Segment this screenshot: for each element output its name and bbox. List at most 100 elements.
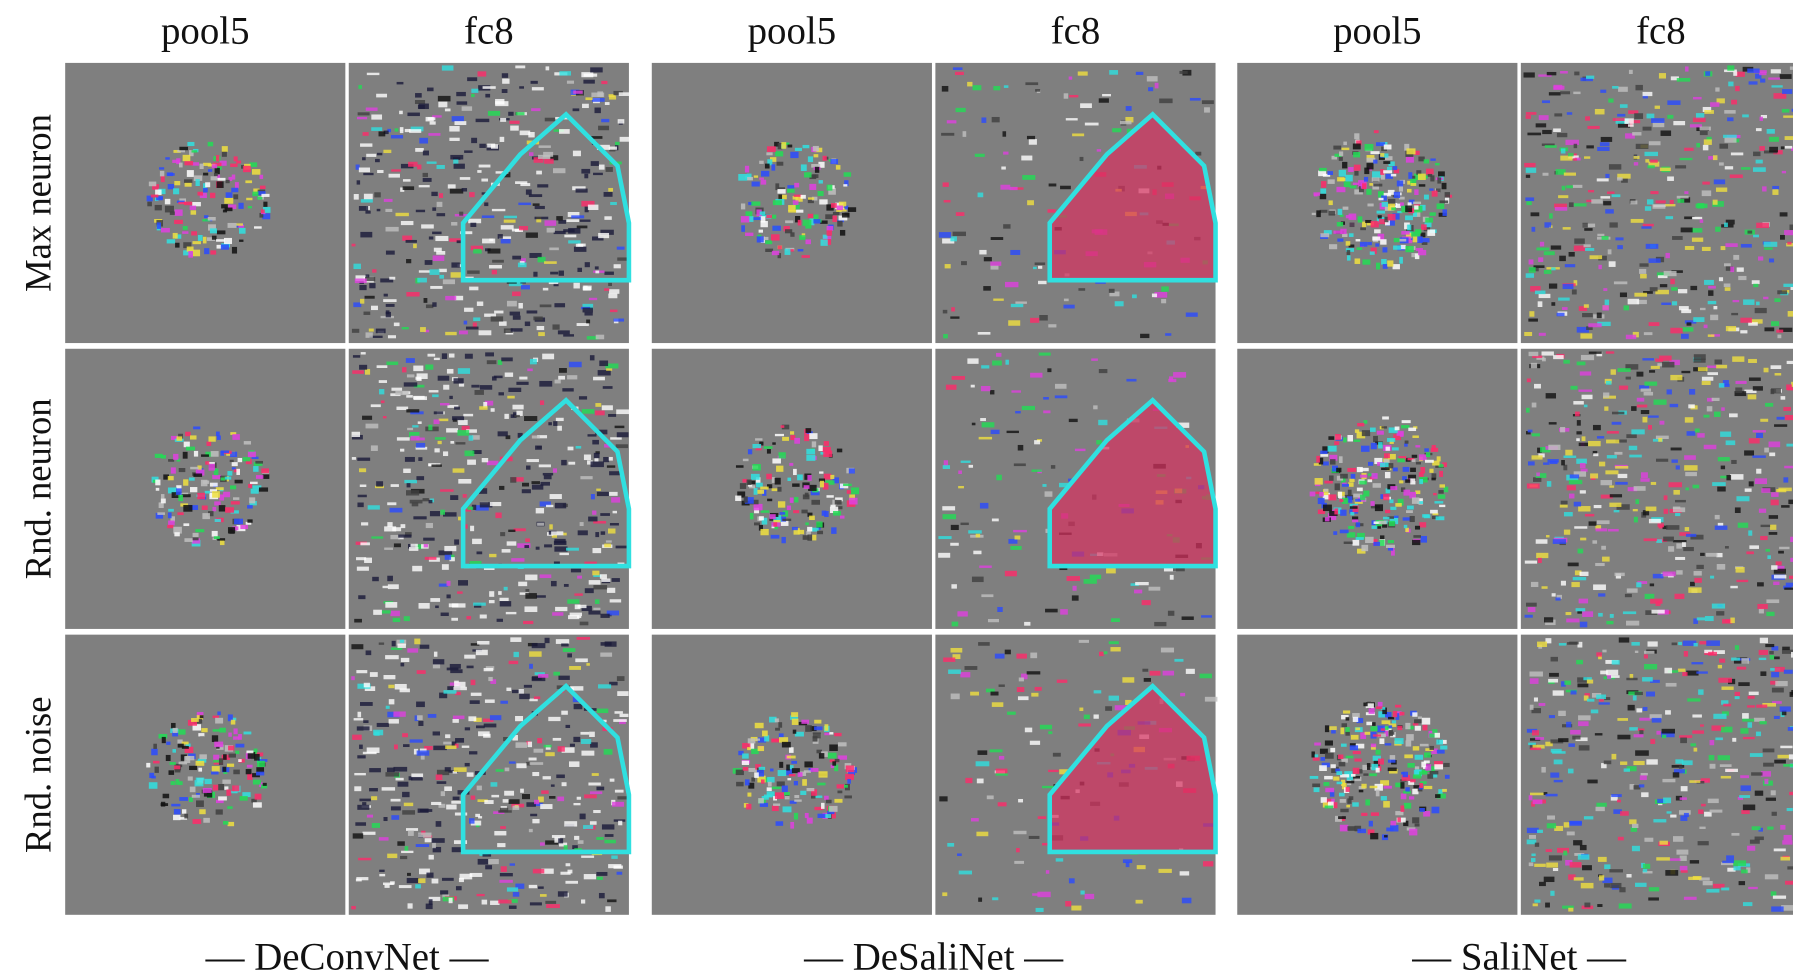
noise-speck: [1376, 142, 1385, 146]
noise-speck: [1397, 181, 1403, 187]
texture-speck: [453, 797, 460, 800]
noise-speck: [793, 469, 797, 475]
noise-speck: [263, 783, 267, 786]
noise-speck: [761, 180, 767, 185]
texture-speck: [1727, 117, 1733, 121]
texture-speck: [504, 587, 508, 591]
visualization-panel: [935, 349, 1215, 629]
texture-speck: [359, 168, 370, 173]
panel-background: [1237, 635, 1517, 915]
texture-speck: [600, 614, 609, 618]
noise-speck: [1401, 245, 1406, 249]
texture-speck: [1649, 141, 1661, 145]
texture-speck: [518, 263, 527, 268]
texture-speck: [530, 359, 537, 364]
texture-speck: [592, 548, 601, 553]
texture-speck: [1109, 70, 1118, 75]
texture-speck: [1749, 481, 1754, 486]
texture-speck: [1608, 98, 1613, 102]
noise-speck: [760, 803, 768, 807]
texture-speck: [1750, 753, 1763, 757]
texture-speck: [1549, 855, 1562, 860]
texture-speck: [416, 476, 424, 480]
noise-speck: [1333, 531, 1337, 535]
noise-speck: [740, 483, 746, 489]
texture-speck: [488, 249, 501, 254]
texture-speck: [1570, 474, 1579, 478]
noise-speck: [818, 445, 822, 451]
texture-speck: [1786, 384, 1792, 390]
noise-speck: [184, 538, 192, 542]
texture-speck: [1683, 547, 1694, 551]
texture-speck: [500, 701, 507, 704]
noise-speck: [216, 487, 224, 490]
texture-speck: [377, 365, 388, 368]
texture-speck: [1697, 433, 1704, 437]
texture-speck: [1014, 861, 1024, 864]
noise-speck: [1340, 499, 1344, 502]
texture-speck: [971, 818, 979, 821]
texture-speck: [526, 466, 530, 470]
texture-speck: [1109, 641, 1119, 644]
texture-speck: [394, 543, 401, 547]
noise-speck: [1438, 490, 1443, 494]
texture-speck: [454, 121, 466, 125]
noise-speck: [213, 785, 219, 791]
texture-speck: [365, 369, 370, 375]
texture-speck: [1551, 657, 1558, 662]
texture-speck: [500, 137, 505, 142]
texture-speck: [450, 664, 461, 669]
noise-speck: [1406, 510, 1413, 513]
texture-speck: [1749, 545, 1759, 549]
texture-speck: [508, 112, 513, 116]
noise-speck: [175, 243, 179, 248]
texture-speck: [519, 226, 528, 230]
noise-speck: [812, 535, 816, 541]
texture-speck: [992, 117, 1000, 122]
texture-speck: [563, 334, 574, 336]
texture-speck: [470, 700, 480, 704]
texture-speck: [1646, 244, 1659, 249]
noise-speck: [838, 742, 847, 746]
texture-speck: [1525, 615, 1533, 618]
texture-speck: [1029, 836, 1040, 839]
texture-speck: [960, 672, 970, 677]
noise-speck: [184, 161, 193, 165]
noise-speck: [1410, 468, 1416, 472]
texture-speck: [1527, 483, 1540, 488]
noise-speck: [219, 758, 223, 765]
noise-speck: [156, 488, 160, 491]
texture-speck: [590, 821, 597, 825]
texture-speck: [454, 539, 459, 544]
noise-speck: [814, 726, 822, 730]
texture-speck: [421, 224, 434, 228]
texture-speck: [412, 425, 418, 427]
noise-speck: [178, 495, 183, 501]
noise-speck: [782, 519, 791, 521]
texture-speck: [1769, 137, 1779, 142]
noise-speck: [1415, 726, 1421, 731]
visualization-panel: [349, 349, 629, 629]
texture-speck: [510, 477, 516, 483]
texture-speck: [452, 847, 462, 852]
texture-speck: [489, 591, 494, 597]
visualization-panel: [65, 635, 345, 915]
texture-speck: [1079, 640, 1089, 643]
texture-speck: [1682, 760, 1693, 765]
noise-speck: [220, 540, 225, 545]
texture-speck: [433, 255, 445, 261]
texture-speck: [377, 170, 383, 173]
texture-speck: [469, 287, 478, 291]
noise-speck: [218, 796, 227, 800]
noise-speck: [226, 192, 233, 198]
texture-speck: [1665, 870, 1678, 876]
texture-speck: [573, 283, 579, 289]
noise-speck: [1337, 238, 1343, 241]
texture-speck: [1784, 466, 1793, 469]
texture-speck: [525, 593, 537, 599]
texture-speck: [1725, 769, 1738, 772]
noise-speck: [252, 192, 258, 197]
texture-speck: [1753, 284, 1758, 287]
texture-speck: [1665, 204, 1675, 206]
texture-speck: [1771, 891, 1777, 896]
